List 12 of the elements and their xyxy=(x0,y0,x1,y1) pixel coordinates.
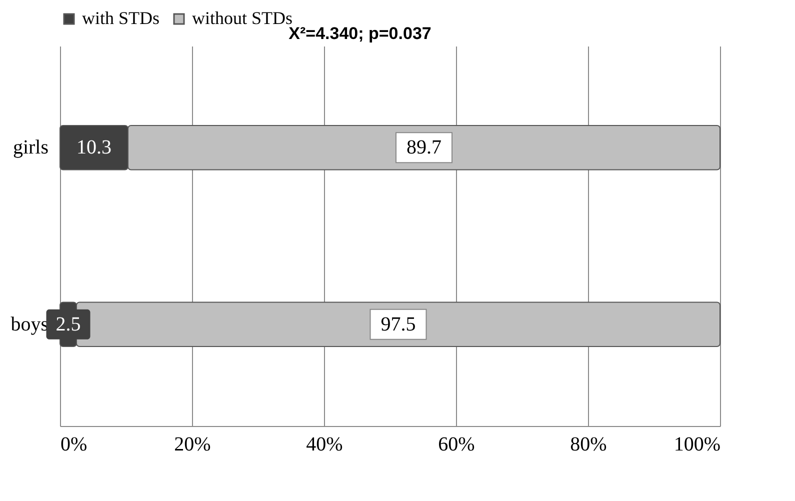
x-tick-label: 60% xyxy=(438,434,475,456)
x-tick-label: 40% xyxy=(306,434,343,456)
x-tick-label: 20% xyxy=(174,434,211,456)
data-label: 97.5 xyxy=(380,313,416,336)
data-label: 10.3 xyxy=(76,136,112,159)
x-tick-label: 100% xyxy=(674,434,720,456)
x-tick-label: 0% xyxy=(60,434,88,456)
y-tick-label: girls xyxy=(12,136,49,159)
data-label: 89.7 xyxy=(406,136,442,159)
x-tick-label: 80% xyxy=(570,434,607,456)
y-tick-label: boys xyxy=(10,313,49,336)
legend-label: with STDs xyxy=(82,8,160,28)
